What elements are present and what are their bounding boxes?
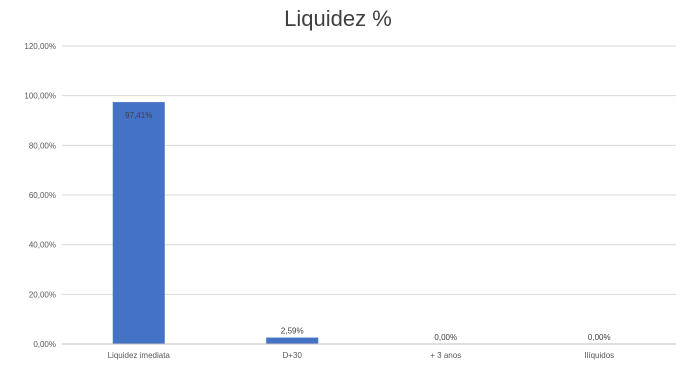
y-tick-label: 0,00%	[33, 340, 56, 349]
y-tick-label: 60,00%	[29, 191, 56, 200]
data-label: 0,00%	[588, 333, 611, 342]
x-category-label: Ilíquidos	[584, 351, 614, 360]
bar	[266, 337, 319, 344]
y-tick-label: 80,00%	[29, 141, 56, 150]
x-category-label: Liquidez imediata	[108, 351, 171, 360]
bar	[112, 102, 165, 344]
y-tick-label: 120,00%	[24, 42, 56, 51]
y-tick-label: 100,00%	[24, 92, 56, 101]
x-category-label: D+30	[283, 351, 303, 360]
data-label: 0,00%	[434, 333, 457, 342]
x-category-label: + 3 anos	[430, 351, 461, 360]
chart-title: Liquidez %	[284, 6, 392, 31]
y-tick-label: 20,00%	[29, 290, 56, 299]
data-label: 2,59%	[281, 327, 304, 336]
data-label: 97,41%	[125, 111, 152, 120]
y-tick-label: 40,00%	[29, 241, 56, 250]
